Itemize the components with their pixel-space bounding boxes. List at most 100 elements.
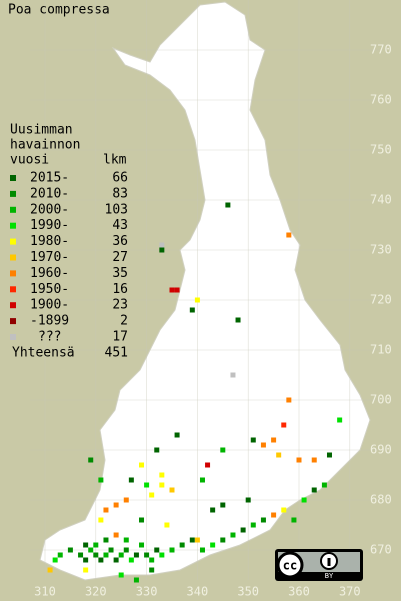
x-tick-label: 330 (136, 585, 158, 599)
observation-cell (98, 557, 104, 563)
legend-swatch (10, 270, 16, 277)
observation-cell (139, 542, 145, 548)
observation-cell (220, 502, 226, 508)
observation-cell (139, 517, 145, 523)
observation-cell (194, 297, 200, 303)
observation-cell (149, 557, 155, 563)
legend-swatch (10, 190, 16, 197)
legend-count: 17 (112, 330, 128, 345)
observation-cell (296, 457, 302, 463)
x-tick-label: 340 (187, 585, 209, 599)
legend-label: -1899 (30, 314, 69, 329)
observation-cell (205, 462, 211, 468)
observation-cell (301, 497, 307, 503)
legend-label: 1980- (30, 234, 69, 249)
by-icon-body (327, 558, 331, 566)
observation-cell (123, 547, 129, 553)
y-tick-label: 700 (370, 393, 392, 407)
observation-cell (235, 317, 241, 323)
legend-label: 2010- (30, 186, 69, 201)
observation-cell (271, 512, 277, 518)
observation-cell (230, 372, 236, 378)
observation-cell (220, 537, 226, 543)
observation-cell (311, 487, 317, 493)
observation-cell (88, 547, 94, 553)
observation-cell (271, 437, 277, 443)
observation-cell (260, 442, 266, 448)
y-tick-label: 690 (370, 443, 392, 457)
legend-count-header: lkm (103, 153, 127, 168)
observation-cell (189, 537, 195, 543)
observation-cell (83, 542, 89, 548)
observation-cell (98, 477, 104, 483)
by-text: BY (325, 572, 334, 580)
legend-label: 1900- (30, 298, 69, 313)
observation-cell (83, 557, 89, 563)
observation-cell (78, 552, 84, 558)
observation-cell (159, 242, 165, 248)
observation-cell (159, 247, 165, 253)
legend-count: 2 (120, 314, 128, 329)
observation-cell (240, 527, 246, 533)
legend-label: 2015- (30, 171, 69, 186)
legend-swatch (10, 206, 16, 213)
legend-header: havainnon (10, 138, 80, 153)
observation-cell (169, 547, 175, 553)
observation-cell (47, 567, 53, 573)
legend-count: 66 (112, 171, 128, 186)
legend-swatch (10, 334, 16, 340)
observation-cell (337, 417, 343, 423)
observation-cell (133, 552, 139, 558)
observation-cell (144, 482, 150, 488)
observation-cell (159, 472, 165, 478)
observation-cell (174, 432, 180, 438)
legend-count: 16 (112, 282, 128, 297)
observation-cell (103, 507, 109, 513)
x-tick-label: 350 (237, 585, 259, 599)
observation-cell (199, 547, 205, 553)
observation-cell (179, 542, 185, 548)
legend-label: 2000- (30, 202, 69, 217)
observation-cell (93, 552, 99, 558)
x-tick-label: 370 (339, 585, 361, 599)
observation-cell (250, 437, 256, 443)
legend-label: 1960- (30, 266, 69, 281)
legend-count: 27 (112, 250, 128, 265)
x-tick-label: 360 (288, 585, 310, 599)
observation-cell (149, 567, 155, 573)
x-tick-label: 310 (34, 585, 56, 599)
legend-swatch (10, 238, 16, 245)
observation-cell (159, 552, 165, 558)
legend-count: 35 (112, 266, 128, 281)
observation-cell (260, 517, 266, 523)
legend-swatch (10, 286, 16, 293)
observation-cell (83, 567, 89, 573)
legend-total: 451 (105, 345, 128, 360)
legend-count: 103 (105, 202, 128, 217)
legend-count: 43 (112, 218, 128, 233)
observation-cell (144, 552, 150, 558)
observation-cell (67, 547, 73, 553)
legend-header: vuosi (10, 153, 49, 168)
observation-cell (123, 497, 129, 503)
cc-circle (276, 551, 304, 579)
y-tick-label: 770 (370, 43, 392, 57)
legend-swatch (10, 175, 16, 181)
observation-cell (149, 492, 155, 498)
observation-cell (194, 537, 200, 543)
y-tick-label: 730 (370, 243, 392, 257)
observation-cell (210, 507, 216, 513)
observation-cell (98, 517, 104, 523)
y-tick-label: 760 (370, 93, 392, 107)
observation-cell (103, 537, 109, 543)
observation-cell (286, 397, 292, 403)
observation-cell (276, 452, 282, 458)
y-tick-label: 750 (370, 143, 392, 157)
observation-cell (174, 287, 180, 293)
x-tick-label: 320 (85, 585, 107, 599)
observation-cell (286, 232, 292, 238)
observation-cell (154, 447, 160, 453)
observation-cell (93, 542, 99, 548)
observation-cell (139, 462, 145, 468)
